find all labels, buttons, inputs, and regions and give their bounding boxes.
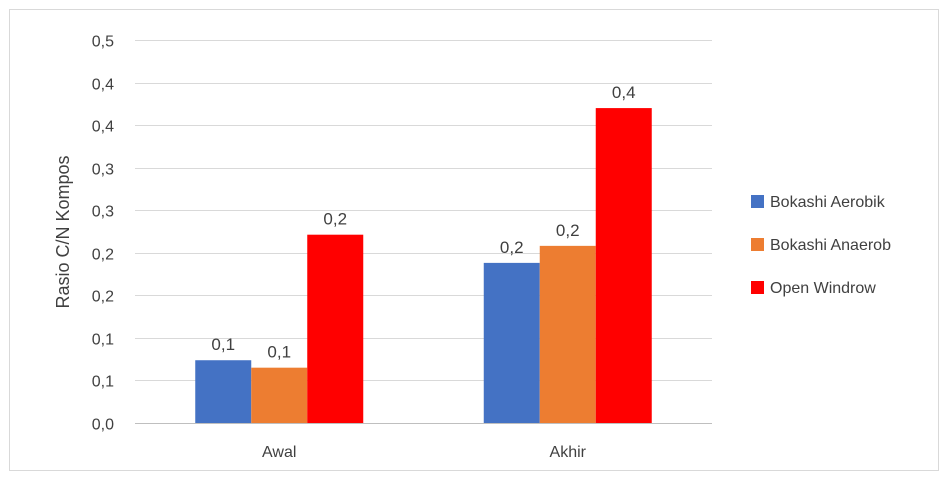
data-label: 0,2 — [556, 221, 580, 240]
y-tick-label: 0,3 — [92, 204, 114, 221]
bar-bokashi-aerobik-akhir — [483, 262, 540, 423]
legend: Bokashi Aerobik Bokashi Anaerob Open Windr… — [751, 194, 891, 297]
data-label: 0,4 — [612, 83, 636, 102]
legend-label: Bokashi Aerobik — [770, 194, 886, 211]
x-axis-ticks: Awal Akhir — [262, 444, 587, 461]
bar-open-windrow-akhir — [595, 108, 652, 423]
data-label: 0,1 — [267, 343, 291, 362]
y-tick-label: 0,2 — [92, 247, 114, 264]
bar-bokashi-anaerob-awal — [251, 367, 308, 423]
data-label: 0,2 — [323, 210, 347, 229]
x-tick-label: Awal — [262, 444, 296, 461]
chart-frame — [9, 9, 939, 471]
legend-label: Bokashi Anaerob — [770, 237, 891, 254]
bar-bokashi-anaerob-akhir — [539, 245, 596, 423]
bar-bokashi-aerobik-awal — [195, 360, 252, 423]
data-label: 0,1 — [211, 335, 235, 354]
legend-label: Open Windrow — [770, 280, 876, 297]
legend-swatch — [751, 238, 764, 251]
data-label: 0,2 — [500, 238, 524, 257]
x-tick-label: Akhir — [550, 444, 587, 461]
y-axis-title: Rasio C/N Kompos — [53, 155, 73, 308]
y-axis-ticks: 0,0 0,1 0,1 0,2 0,2 0,3 0,3 0,4 0,4 0,5 — [92, 34, 114, 434]
y-tick-label: 0,3 — [92, 162, 114, 179]
bars — [195, 108, 652, 423]
y-tick-label: 0,1 — [92, 374, 114, 391]
y-tick-label: 0,1 — [92, 332, 114, 349]
y-tick-label: 0,4 — [92, 77, 114, 94]
legend-swatch — [751, 281, 764, 294]
y-tick-label: 0,2 — [92, 289, 114, 306]
y-tick-label: 0,4 — [92, 119, 114, 136]
y-tick-label: 0,0 — [92, 417, 114, 434]
y-tick-label: 0,5 — [92, 34, 114, 51]
bar-open-windrow-awal — [307, 234, 364, 423]
data-labels: 0,1 0,1 0,2 0,2 0,2 0,4 — [211, 83, 635, 362]
legend-swatch — [751, 195, 764, 208]
